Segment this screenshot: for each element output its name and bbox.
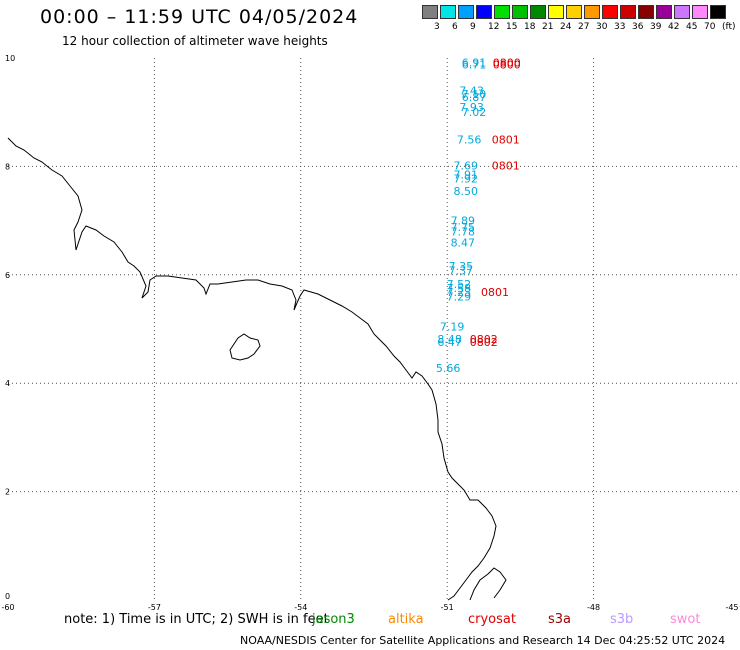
observation-labels: 6.916.71 080008007.437.106.877.937.027.56… xyxy=(436,56,521,375)
observation-label: 7.58 xyxy=(447,282,472,295)
x-tick-label: -60 xyxy=(1,603,14,612)
observation-label: 0800 xyxy=(493,59,521,72)
colorbar-swatch xyxy=(458,5,474,19)
observation-label: 0802 xyxy=(470,333,498,346)
coastline xyxy=(7,137,507,601)
axis-ticks: -60 -57 -54 -51 -48 -45 0 2 4 6 8 10 xyxy=(1,54,738,612)
colorbar-swatch xyxy=(692,5,708,19)
colorbar-swatch xyxy=(620,5,636,19)
colorbar-label: 24 xyxy=(560,22,572,32)
observation-label: 8.50 xyxy=(453,185,478,198)
coastline-main xyxy=(7,137,497,601)
colorbar-label: 3 xyxy=(434,22,440,32)
colorbar-swatch xyxy=(512,5,528,19)
colorbar-label: 18 xyxy=(524,22,536,32)
colorbar-label: 33 xyxy=(614,22,626,32)
colorbar-label: 36 xyxy=(632,22,644,32)
observation-label: 7.19 xyxy=(440,320,465,333)
colorbar-label: 27 xyxy=(578,22,590,32)
map-title: 00:00 – 11:59 UTC 04/05/2024 xyxy=(40,6,359,28)
y-tick-label: 4 xyxy=(5,379,10,388)
observation-label: 0801 xyxy=(481,286,509,299)
colorbar-label: 21 xyxy=(542,22,554,32)
satellite-legend-item: s3b xyxy=(610,612,634,627)
x-tick-label: -51 xyxy=(441,603,454,612)
colorbar-label: 70 xyxy=(704,22,716,32)
colorbar-swatch xyxy=(656,5,672,19)
colorbar-label: 12 xyxy=(488,22,500,32)
y-tick-label: 2 xyxy=(5,488,10,497)
observation-label: 6.47 xyxy=(437,336,462,349)
x-tick-label: -48 xyxy=(587,603,600,612)
observation-label: 7.52 xyxy=(447,278,472,291)
footer-note: note: 1) Time is in UTC; 2) SWH is in fe… xyxy=(64,612,329,627)
y-tick-label: 10 xyxy=(5,54,15,63)
map-subtitle: 12 hour collection of altimeter wave hei… xyxy=(62,34,328,48)
observation-label: 7.10 xyxy=(462,88,487,101)
y-tick-label: 8 xyxy=(5,162,10,171)
satellite-legend-item: jason3 xyxy=(312,612,355,627)
observation-label: 8.47 xyxy=(451,236,476,249)
observation-label: 7.35 xyxy=(449,260,474,273)
coastline-southeast xyxy=(469,567,507,601)
y-tick-label: 6 xyxy=(5,271,10,280)
colorbar-swatch xyxy=(476,5,492,19)
satellite-legend-item: altika xyxy=(388,612,424,627)
observation-label: 7.91 xyxy=(453,169,478,182)
observation-label: 7.69 xyxy=(453,159,478,172)
colorbar-label: 6 xyxy=(452,22,458,32)
observation-label: 6.91 xyxy=(462,56,487,69)
x-tick-label: -57 xyxy=(148,603,161,612)
observation-label: 7.92 xyxy=(453,172,478,185)
satellite-legend-item: swot xyxy=(670,612,701,627)
observation-label: 7.56 xyxy=(457,133,482,146)
x-tick-label: -45 xyxy=(725,603,738,612)
observation-label: 7.78 xyxy=(451,225,476,238)
observation-label: 6.71 xyxy=(462,59,487,72)
observation-label: 7.29 xyxy=(447,290,472,303)
colorbar-swatch xyxy=(548,5,564,19)
x-tick-label: -54 xyxy=(294,603,307,612)
satellite-legend-item: cryosat xyxy=(468,612,516,627)
observation-label: 5.66 xyxy=(436,362,461,375)
colorbar-label: 9 xyxy=(470,22,476,32)
observation-label: 0801 xyxy=(492,159,520,172)
observation-label: 6.87 xyxy=(462,91,487,104)
colorbar-label: 30 xyxy=(596,22,608,32)
observation-label: 0801 xyxy=(492,133,520,146)
observation-label: 8.48 xyxy=(437,333,462,346)
satellite-legend-item: s3a xyxy=(548,612,572,627)
observation-label: 0802 xyxy=(470,336,498,349)
observation-label: 7.02 xyxy=(462,106,487,119)
colorbar-swatch xyxy=(674,5,690,19)
colorbar-label: 45 xyxy=(686,22,698,32)
colorbar-swatch xyxy=(584,5,600,19)
observation-label: 7.37 xyxy=(449,264,474,277)
colorbar-label: 42 xyxy=(668,22,680,32)
observation-label: 7.43 xyxy=(459,85,484,98)
colorbar-swatch xyxy=(530,5,546,19)
island xyxy=(229,333,261,361)
observation-label: 7.93 xyxy=(459,101,484,114)
colorbar-swatch xyxy=(422,5,438,19)
colorbar-swatch xyxy=(494,5,510,19)
colorbar-swatch xyxy=(566,5,582,19)
colorbar-label: 15 xyxy=(506,22,518,32)
map-grid xyxy=(8,58,740,600)
colorbar-swatch xyxy=(440,5,456,19)
observation-label: 7.23 xyxy=(447,286,472,299)
colorbar-label: (ft) xyxy=(722,22,736,32)
footer-credit: NOAA/NESDIS Center for Satellite Applica… xyxy=(240,634,726,647)
colorbar-swatch xyxy=(638,5,654,19)
colorbar-label: 39 xyxy=(650,22,662,32)
colorbar-swatch xyxy=(602,5,618,19)
observation-label: 7.89 xyxy=(451,215,476,228)
observation-label: 7.75 xyxy=(451,221,476,234)
y-tick-label: 0 xyxy=(5,592,10,601)
colorbar-swatch xyxy=(710,5,726,19)
observation-label: 0800 xyxy=(493,56,521,69)
